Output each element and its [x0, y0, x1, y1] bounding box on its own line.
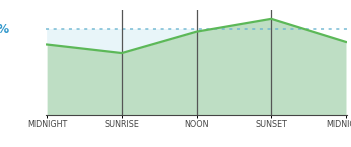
Text: 100%: 100% — [0, 23, 9, 36]
